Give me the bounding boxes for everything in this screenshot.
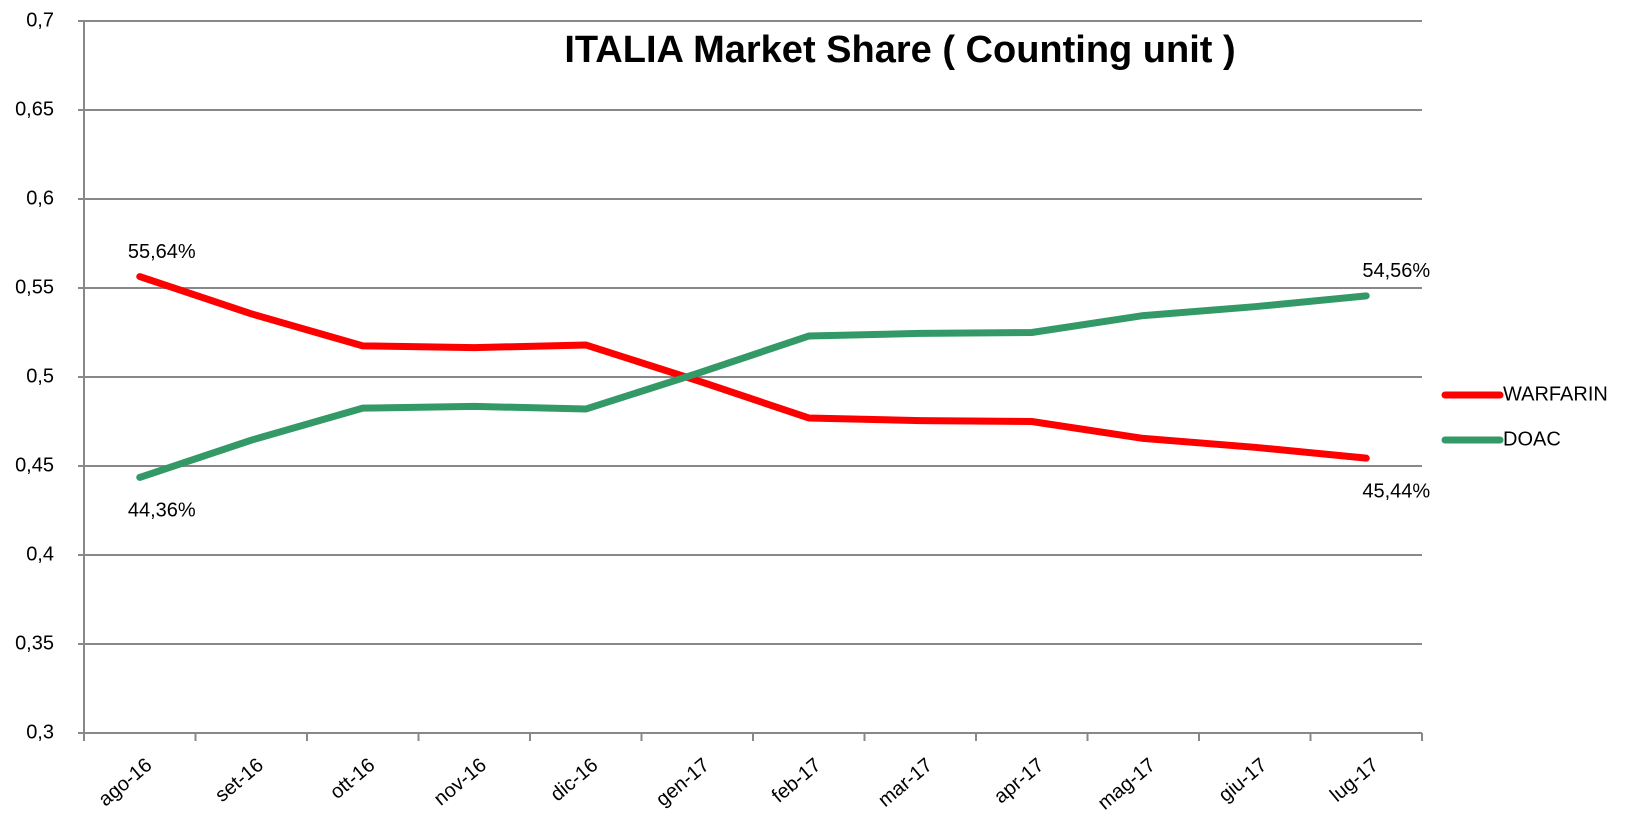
x-tick-label: mag-17 xyxy=(1094,754,1160,814)
chart-title: ITALIA Market Share ( Counting unit ) xyxy=(564,29,1235,71)
x-tick-label: nov-16 xyxy=(430,754,491,810)
x-tick-label: dic-16 xyxy=(546,754,602,806)
line xyxy=(136,273,1370,462)
y-tick-label: 0,35 xyxy=(15,632,54,654)
x-tick-label: feb-17 xyxy=(768,754,826,807)
data-label: 45,44% xyxy=(1362,480,1430,502)
y-tick-label: 0,45 xyxy=(15,454,54,476)
x-tick-label: apr-17 xyxy=(990,754,1048,808)
x-tick-label: ott-16 xyxy=(326,754,379,804)
y-tick-label: 0,3 xyxy=(26,721,54,743)
x-tick-label: mar-17 xyxy=(874,754,937,812)
legend-label: DOAC xyxy=(1503,428,1561,450)
data-label: 44,36% xyxy=(128,500,196,522)
y-tick-label: 0,55 xyxy=(15,276,54,298)
y-tick-label: 0,6 xyxy=(26,187,54,209)
x-tick-label: ago-16 xyxy=(95,754,157,811)
line xyxy=(136,292,1370,481)
data-label: 55,64% xyxy=(128,241,196,263)
x-tick-label: set-16 xyxy=(211,754,268,807)
x-tick-label: giu-17 xyxy=(1215,754,1272,807)
legend-label: WARFARIN xyxy=(1503,383,1608,405)
data-label: 54,56% xyxy=(1362,260,1430,282)
y-tick-label: 0,65 xyxy=(15,98,54,120)
y-tick-label: 0,7 xyxy=(26,9,54,31)
y-tick-label: 0,5 xyxy=(26,365,54,387)
y-tick-label: 0,4 xyxy=(26,543,54,565)
x-tick-label: lug-17 xyxy=(1326,754,1383,807)
x-tick-label: gen-17 xyxy=(652,754,714,811)
